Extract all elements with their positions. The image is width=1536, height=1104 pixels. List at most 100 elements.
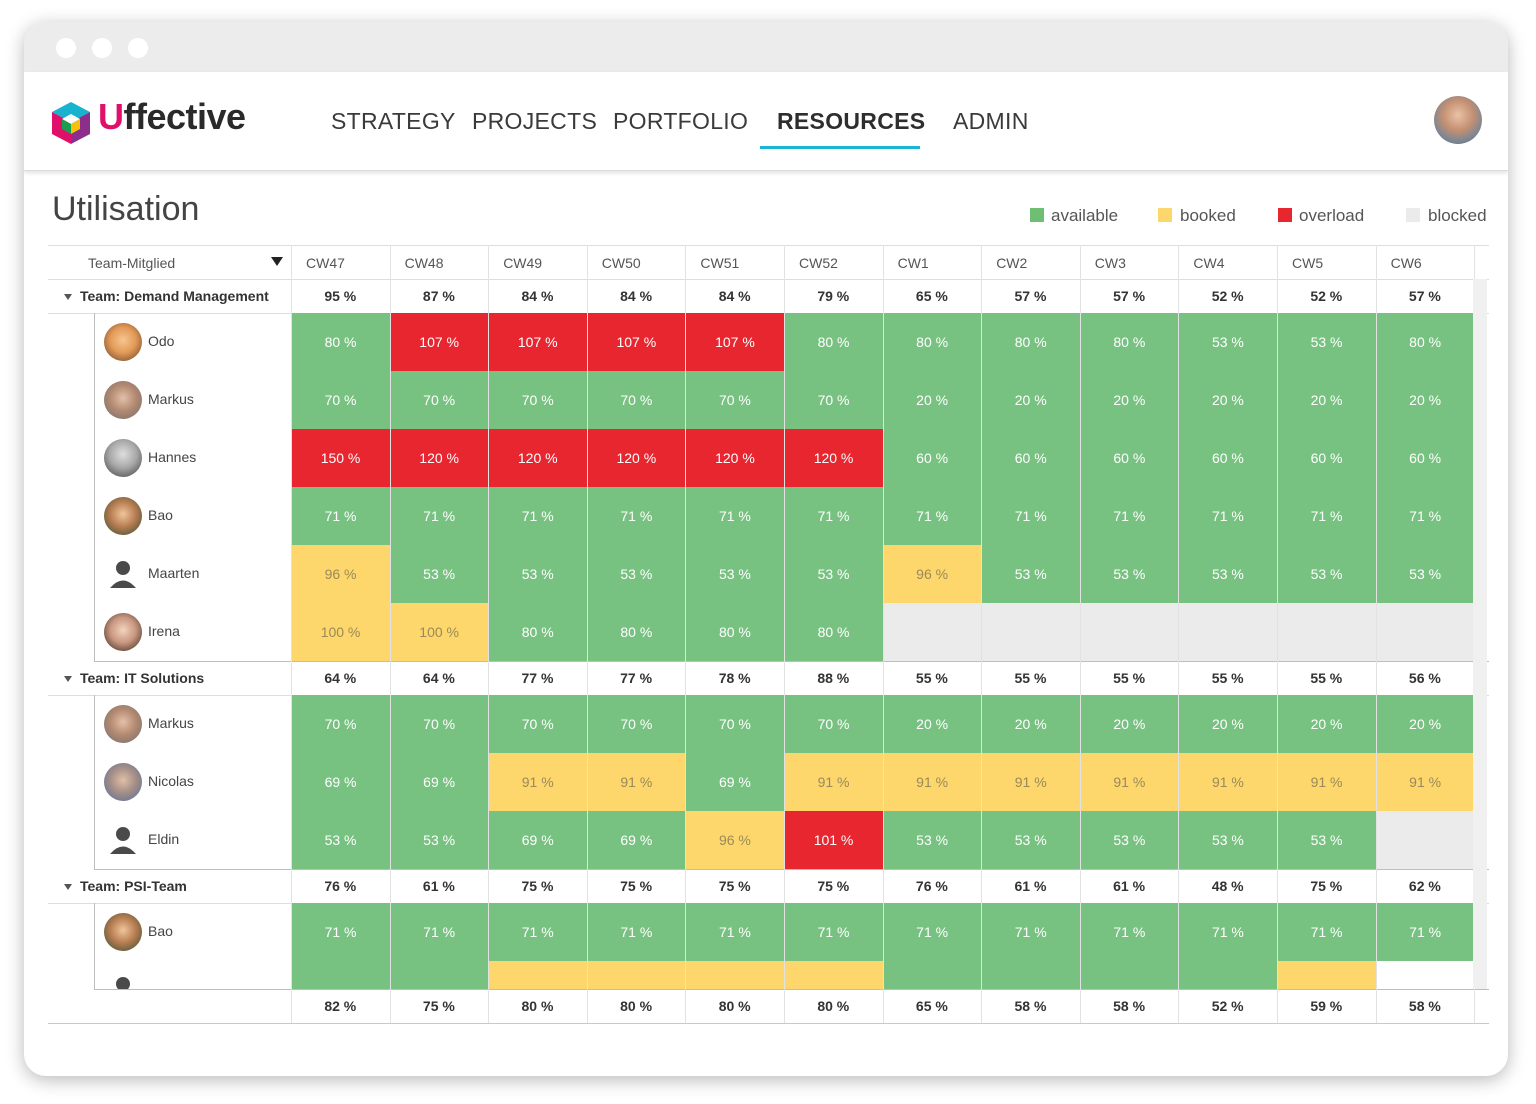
utilisation-cell[interactable]: 120 % xyxy=(389,429,489,487)
utilisation-cell[interactable]: 53 % xyxy=(291,811,391,869)
member-row[interactable]: Odo 80 % 107 % 107 % 107 % 107 % 80 % 80 % 80 % 8… xyxy=(48,313,1489,371)
team-name[interactable]: Team: PSI-Team xyxy=(64,878,187,894)
utilisation-cell[interactable]: 91 % xyxy=(488,753,588,811)
utilisation-cell[interactable]: 150 % xyxy=(291,429,391,487)
week-header-cw51[interactable]: CW51 xyxy=(685,245,784,279)
utilisation-cell[interactable]: 100 % xyxy=(389,603,489,661)
user-avatar[interactable] xyxy=(1434,96,1482,144)
utilisation-cell[interactable]: 107 % xyxy=(685,313,785,371)
utilisation-cell[interactable]: 71 % xyxy=(1178,903,1278,961)
utilisation-cell[interactable]: 91 % xyxy=(1277,753,1377,811)
utilisation-cell[interactable]: 96 % xyxy=(685,811,785,869)
utilisation-cell[interactable] xyxy=(1178,603,1278,661)
utilisation-cell[interactable]: 53 % xyxy=(1178,811,1278,869)
utilisation-cell[interactable]: 80 % xyxy=(784,603,884,661)
utilisation-cell[interactable]: 69 % xyxy=(488,811,588,869)
utilisation-cell[interactable]: 53 % xyxy=(389,811,489,869)
utilisation-cell[interactable]: 120 % xyxy=(488,429,588,487)
week-header-cw3[interactable]: CW3 xyxy=(1079,245,1179,279)
utilisation-cell[interactable]: 53 % xyxy=(685,545,785,603)
utilisation-cell[interactable]: 71 % xyxy=(586,903,686,961)
week-header-cw52[interactable]: CW52 xyxy=(784,245,883,279)
team-row[interactable]: Team: PSI-Team 76 % 61 % 75 % 75 % 75 % 75 % 76… xyxy=(48,869,1489,903)
window-maximize-dot[interactable] xyxy=(128,38,148,58)
utilisation-cell[interactable]: 107 % xyxy=(586,313,686,371)
utilisation-cell[interactable]: 70 % xyxy=(389,695,489,753)
utilisation-cell[interactable]: 91 % xyxy=(882,753,982,811)
utilisation-cell[interactable]: 20 % xyxy=(882,371,982,429)
utilisation-cell[interactable]: 60 % xyxy=(1178,429,1278,487)
utilisation-cell[interactable] xyxy=(882,961,982,989)
utilisation-cell[interactable]: 53 % xyxy=(1079,545,1179,603)
utilisation-cell[interactable]: 71 % xyxy=(389,903,489,961)
utilisation-cell[interactable]: 107 % xyxy=(488,313,588,371)
utilisation-cell[interactable]: 20 % xyxy=(981,695,1081,753)
utilisation-cell[interactable]: 71 % xyxy=(488,903,588,961)
utilisation-cell[interactable]: 71 % xyxy=(981,487,1081,545)
utilisation-cell[interactable]: 69 % xyxy=(389,753,489,811)
utilisation-cell[interactable] xyxy=(882,603,982,661)
nav-resources[interactable]: RESOURCES xyxy=(777,108,926,134)
member-row[interactable]: Hannes 150 % 120 % 120 % 120 % 120 % 120 % 60 %… xyxy=(48,429,1489,487)
member-row[interactable]: Irena 100 % 100 % 80 % 80 % 80 % 80 % xyxy=(48,603,1489,661)
week-header-cw4[interactable]: CW4 xyxy=(1178,245,1277,279)
collapse-triangle-icon[interactable] xyxy=(64,676,72,683)
utilisation-cell[interactable]: 80 % xyxy=(784,313,884,371)
utilisation-cell[interactable]: 70 % xyxy=(784,695,884,753)
utilisation-cell[interactable] xyxy=(1079,961,1179,989)
utilisation-cell[interactable]: 71 % xyxy=(784,487,884,545)
utilisation-cell[interactable]: 71 % xyxy=(784,903,884,961)
nav-strategy[interactable]: STRATEGY xyxy=(331,108,456,134)
utilisation-cell[interactable]: 71 % xyxy=(685,903,785,961)
utilisation-cell[interactable]: 80 % xyxy=(981,313,1081,371)
utilisation-cell[interactable] xyxy=(1277,603,1377,661)
utilisation-cell[interactable]: 91 % xyxy=(1178,753,1278,811)
member-row[interactable]: Maarten 96 % 53 % 53 % 53 % 53 % 53 % 96 % 53 % 5… xyxy=(48,545,1489,603)
utilisation-cell[interactable]: 53 % xyxy=(1277,811,1377,869)
member-row[interactable]: Eldin 53 % 53 % 69 % 69 % 96 % 101 % 53 % 53 % 53… xyxy=(48,811,1489,869)
week-header-cw47[interactable]: CW47 xyxy=(291,245,390,279)
utilisation-cell[interactable]: 53 % xyxy=(1178,545,1278,603)
utilisation-cell[interactable]: 53 % xyxy=(1178,313,1278,371)
utilisation-cell[interactable] xyxy=(1079,603,1179,661)
utilisation-cell[interactable]: 60 % xyxy=(1277,429,1377,487)
utilisation-cell[interactable]: 20 % xyxy=(1375,371,1475,429)
utilisation-cell[interactable] xyxy=(586,961,686,989)
utilisation-cell[interactable]: 80 % xyxy=(586,603,686,661)
filter-icon[interactable] xyxy=(271,257,283,266)
team-row[interactable]: Team: IT Solutions 64 % 64 % 77 % 77 % 78 % 88… xyxy=(48,661,1489,695)
utilisation-cell[interactable]: 91 % xyxy=(1079,753,1179,811)
utilisation-cell[interactable]: 53 % xyxy=(981,811,1081,869)
utilisation-cell[interactable]: 69 % xyxy=(586,811,686,869)
window-close-dot[interactable] xyxy=(56,38,76,58)
utilisation-cell[interactable]: 70 % xyxy=(784,371,884,429)
utilisation-cell[interactable]: 20 % xyxy=(981,371,1081,429)
utilisation-cell[interactable]: 71 % xyxy=(1375,487,1475,545)
utilisation-cell[interactable]: 96 % xyxy=(882,545,982,603)
utilisation-cell[interactable]: 69 % xyxy=(291,753,391,811)
utilisation-cell[interactable]: 71 % xyxy=(1079,903,1179,961)
utilisation-cell[interactable]: 71 % xyxy=(291,487,391,545)
week-header-cw1[interactable]: CW1 xyxy=(882,245,982,279)
utilisation-cell[interactable]: 70 % xyxy=(389,371,489,429)
utilisation-cell[interactable]: 53 % xyxy=(784,545,884,603)
utilisation-cell[interactable] xyxy=(1375,811,1475,869)
window-minimize-dot[interactable] xyxy=(92,38,112,58)
nav-portfolio[interactable]: PORTFOLIO xyxy=(613,108,749,134)
utilisation-cell[interactable]: 71 % xyxy=(1178,487,1278,545)
utilisation-cell[interactable] xyxy=(291,961,391,989)
utilisation-cell[interactable]: 53 % xyxy=(1079,811,1179,869)
utilisation-cell[interactable]: 71 % xyxy=(586,487,686,545)
utilisation-cell[interactable]: 91 % xyxy=(1375,753,1475,811)
utilisation-cell[interactable]: 91 % xyxy=(784,753,884,811)
utilisation-cell[interactable]: 53 % xyxy=(586,545,686,603)
week-header-cw6[interactable]: CW6 xyxy=(1375,245,1475,279)
utilisation-cell[interactable]: 71 % xyxy=(882,487,982,545)
utilisation-cell[interactable]: 60 % xyxy=(981,429,1081,487)
utilisation-cell[interactable]: 80 % xyxy=(488,603,588,661)
week-header-cw2[interactable]: CW2 xyxy=(981,245,1080,279)
utilisation-cell[interactable]: 71 % xyxy=(882,903,982,961)
utilisation-cell[interactable]: 71 % xyxy=(1277,903,1377,961)
utilisation-cell[interactable]: 107 % xyxy=(389,313,489,371)
utilisation-cell[interactable]: 20 % xyxy=(1178,695,1278,753)
